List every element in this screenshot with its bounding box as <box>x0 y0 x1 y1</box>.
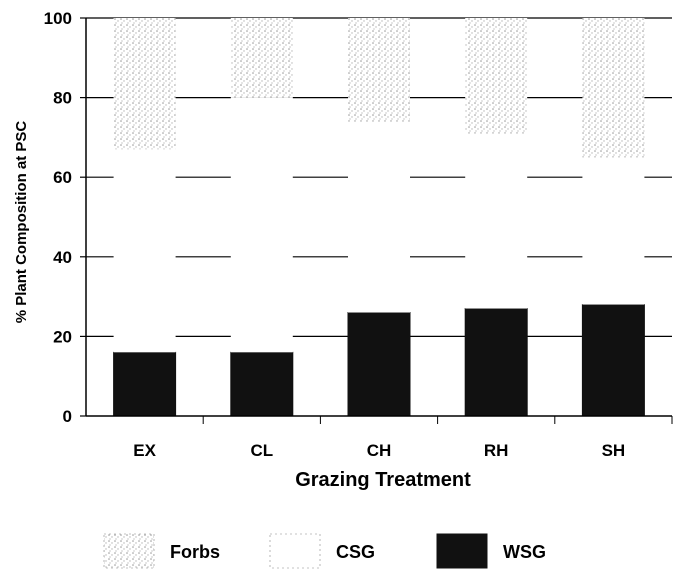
bar-wsg-ch <box>347 312 411 417</box>
bar-forbs-rh <box>465 18 528 134</box>
y-axis-title: % Plant Composition at PSC <box>13 121 30 324</box>
bar-csg-sh <box>582 157 645 305</box>
y-tick-label: 60 <box>53 168 72 187</box>
legend-swatch-forbs <box>103 533 155 569</box>
y-tick-label: 80 <box>53 89 72 108</box>
legend-label-wsg: WSG <box>503 542 546 562</box>
bar-forbs-ch <box>348 18 410 122</box>
y-tick-label: 100 <box>44 9 72 28</box>
legend: Forbs CSG WSG <box>103 533 546 569</box>
bar-csg-cl <box>230 97 293 353</box>
x-axis-title: Grazing Treatment <box>295 469 471 491</box>
bar-csg-ch <box>348 121 410 313</box>
bars <box>113 18 645 417</box>
x-tick-label: CL <box>250 441 273 460</box>
bar-forbs-sh <box>582 18 645 158</box>
y-tick-label: 20 <box>53 327 72 346</box>
legend-label-csg: CSG <box>336 542 375 562</box>
bar-csg-rh <box>465 133 528 309</box>
x-tick-label: CH <box>367 441 392 460</box>
bar-wsg-cl <box>230 351 294 417</box>
x-tick-label: SH <box>602 441 626 460</box>
y-tick-label: 0 <box>63 407 72 426</box>
bar-wsg-ex <box>113 351 177 417</box>
bar-wsg-rh <box>464 308 528 417</box>
axes: 0 20 40 60 80 100 EX CL CH RH SH <box>44 9 673 460</box>
legend-swatch-csg <box>269 533 321 569</box>
legend-swatch-wsg <box>436 533 488 569</box>
x-tick-label: RH <box>484 441 509 460</box>
x-tick-label: EX <box>133 441 156 460</box>
bar-wsg-sh <box>581 304 645 417</box>
y-tick-label: 40 <box>53 248 72 267</box>
legend-label-forbs: Forbs <box>170 542 220 562</box>
bar-csg-ex <box>113 149 176 353</box>
bar-forbs-cl <box>230 18 293 98</box>
bar-forbs-ex <box>113 18 176 150</box>
